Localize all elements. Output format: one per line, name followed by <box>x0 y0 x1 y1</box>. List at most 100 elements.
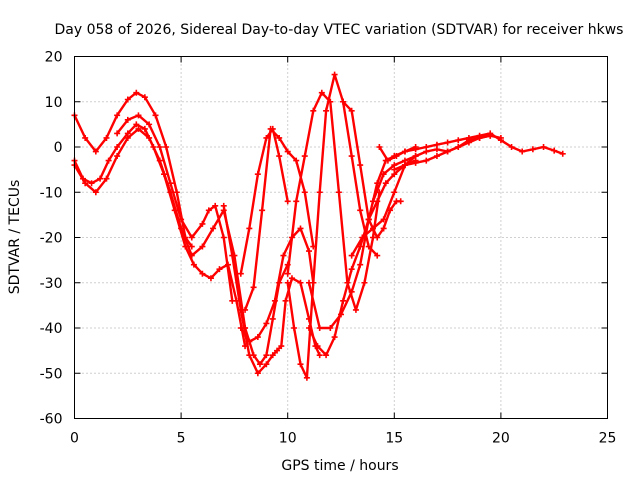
data-point <box>401 148 408 155</box>
data-point <box>340 297 347 304</box>
data-point <box>297 279 304 286</box>
data-point <box>297 225 304 232</box>
plot-area <box>71 71 566 381</box>
y-tick-label: 10 <box>45 95 63 111</box>
series-line <box>243 263 289 366</box>
data-point <box>284 279 291 286</box>
data-point <box>269 125 276 132</box>
data-point <box>357 207 364 214</box>
data-point <box>323 107 330 114</box>
data-point <box>212 202 219 209</box>
series-track-8 <box>242 261 291 368</box>
series-line <box>239 227 315 343</box>
data-point <box>103 134 110 141</box>
data-point <box>229 297 236 304</box>
data-point <box>220 234 227 241</box>
data-point <box>519 148 526 155</box>
data-point <box>133 89 140 96</box>
data-point <box>380 225 387 232</box>
data-point <box>316 352 323 359</box>
x-tick-label: 20 <box>492 431 510 447</box>
data-point <box>393 153 400 160</box>
data-point <box>114 112 121 119</box>
data-point <box>433 146 440 153</box>
plot-frame <box>74 56 608 419</box>
y-tick-label: -30 <box>40 276 63 292</box>
data-point <box>284 270 291 277</box>
data-point <box>306 248 313 255</box>
data-point <box>263 320 270 327</box>
y-tick-label: -60 <box>40 412 63 428</box>
data-point <box>276 153 283 160</box>
data-point <box>310 107 317 114</box>
axes: 0 5 10 15 20 25 -60 -50 -40 -30 -20 -10 0 10 20 <box>40 50 617 447</box>
data-point <box>455 137 462 144</box>
data-point <box>88 180 95 187</box>
data-point <box>188 252 195 259</box>
data-point <box>340 98 347 105</box>
data-point <box>178 225 185 232</box>
data-point <box>348 266 355 273</box>
data-point <box>412 153 419 160</box>
data-point <box>205 207 212 214</box>
y-tick-label: -10 <box>40 185 63 201</box>
data-point <box>124 116 131 123</box>
data-point <box>274 347 281 354</box>
data-point <box>97 175 104 182</box>
x-axis-label: GPS time / hours <box>281 458 398 474</box>
data-point <box>369 198 376 205</box>
data-point <box>391 189 398 196</box>
data-point <box>229 252 236 259</box>
data-point <box>357 162 364 169</box>
y-tick-label: 20 <box>45 50 63 66</box>
chart-title: Day 058 of 2026, Sidereal Day-to-day VTE… <box>55 22 624 38</box>
data-point <box>254 334 261 341</box>
data-point <box>250 352 257 359</box>
data-point <box>114 130 121 137</box>
data-point <box>216 266 223 273</box>
data-point <box>146 121 153 128</box>
data-point <box>352 306 359 313</box>
data-point <box>242 325 249 331</box>
data-point <box>105 157 112 164</box>
data-point <box>256 361 263 368</box>
data-point <box>331 71 338 78</box>
series-track-6 <box>237 225 317 345</box>
data-point <box>188 234 195 241</box>
data-point <box>359 234 366 241</box>
series-line <box>286 91 381 312</box>
data-point <box>374 234 381 241</box>
data-point <box>348 252 355 259</box>
data-point <box>357 261 364 268</box>
data-point <box>263 134 270 141</box>
data-point <box>293 198 300 205</box>
data-point <box>178 216 185 223</box>
x-tick-label: 5 <box>177 431 186 447</box>
data-point <box>190 261 197 268</box>
data-point <box>146 134 153 141</box>
data-point <box>152 112 159 119</box>
data-point <box>141 125 148 132</box>
data-point <box>391 166 398 173</box>
data-point <box>82 134 89 141</box>
y-tick-label: 0 <box>54 140 63 156</box>
data-point <box>173 189 180 196</box>
data-point <box>220 202 227 209</box>
data-point <box>199 243 206 250</box>
data-point <box>133 121 140 128</box>
data-point <box>529 146 536 153</box>
data-point <box>397 198 404 205</box>
data-point <box>331 334 338 341</box>
data-point <box>301 153 308 160</box>
data-point <box>316 325 323 331</box>
grid <box>74 56 608 419</box>
data-point <box>455 144 462 150</box>
data-point <box>380 171 387 178</box>
data-point <box>433 153 440 160</box>
data-point <box>254 171 261 178</box>
data-point <box>282 297 289 304</box>
data-point <box>559 150 566 157</box>
data-point <box>314 343 321 350</box>
data-point <box>199 220 206 227</box>
